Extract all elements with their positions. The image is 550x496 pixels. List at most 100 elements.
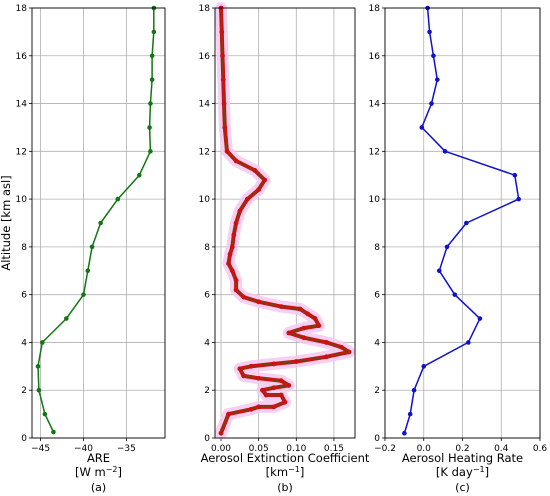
data-point bbox=[237, 366, 243, 372]
data-point bbox=[229, 268, 235, 274]
data-point bbox=[286, 330, 292, 336]
data-point bbox=[293, 359, 299, 364]
xtick-label: 0.05 bbox=[249, 444, 269, 454]
data-point bbox=[233, 158, 239, 164]
xtick-label: −45 bbox=[31, 444, 50, 454]
data-point bbox=[263, 392, 269, 398]
data-point bbox=[419, 125, 425, 130]
data-point bbox=[305, 311, 310, 317]
data-point bbox=[244, 196, 250, 202]
data-point bbox=[421, 364, 427, 369]
data-point bbox=[147, 125, 152, 130]
data-point bbox=[248, 406, 254, 412]
ytick-label: 8 bbox=[374, 243, 380, 253]
data-point bbox=[278, 378, 284, 384]
data-point bbox=[256, 299, 262, 305]
data-point bbox=[256, 404, 262, 410]
data-point bbox=[256, 187, 262, 192]
ytick-label: 0 bbox=[374, 434, 380, 444]
data-point bbox=[218, 430, 224, 436]
ytick-label: 12 bbox=[199, 147, 210, 157]
data-point bbox=[89, 244, 95, 250]
data-point bbox=[51, 429, 56, 435]
data-point bbox=[248, 363, 254, 369]
ytick-label: 8 bbox=[204, 243, 210, 253]
data-point bbox=[339, 344, 344, 350]
data-point bbox=[301, 335, 307, 341]
ytick-label: 14 bbox=[16, 100, 28, 110]
data-point bbox=[435, 77, 440, 82]
data-point bbox=[323, 340, 329, 345]
data-point bbox=[149, 77, 155, 82]
data-point bbox=[81, 292, 86, 297]
yaxis-label: Altitude [km asl] bbox=[0, 175, 13, 270]
ytick-label: 16 bbox=[16, 52, 28, 62]
data-point bbox=[36, 387, 42, 393]
panel-a: 0 2 4 6 8 10 12 14 16 18 −45 −40 −35 ARE[W m−2] (a) Alt… bbox=[0, 4, 166, 494]
data-point bbox=[316, 323, 322, 329]
data-point bbox=[477, 316, 483, 321]
data-point bbox=[436, 268, 442, 274]
data-point bbox=[224, 148, 230, 154]
xtick-label: 0.00 bbox=[211, 444, 231, 454]
data-point bbox=[516, 196, 521, 202]
ytick-label: 6 bbox=[204, 291, 210, 301]
xtick-label: 0.2 bbox=[455, 444, 469, 454]
data-point bbox=[442, 149, 448, 154]
data-point bbox=[233, 220, 239, 226]
xaxis-label: Aerosol Heating Rate bbox=[402, 451, 523, 465]
data-point bbox=[407, 411, 413, 417]
data-point bbox=[301, 325, 307, 331]
xaxis-label: Aerosol Extinction Coefficient bbox=[201, 451, 370, 465]
data-point bbox=[271, 361, 277, 367]
data-point bbox=[233, 277, 239, 283]
ytick-label: 0 bbox=[21, 434, 27, 444]
data-point bbox=[297, 306, 303, 312]
data-point bbox=[466, 340, 471, 345]
data-point bbox=[219, 29, 225, 35]
data-point bbox=[229, 244, 235, 250]
data-point bbox=[35, 364, 41, 369]
ytick-label: 16 bbox=[199, 52, 211, 62]
xtick-label: −40 bbox=[74, 444, 93, 454]
xtick-label: 0.10 bbox=[286, 444, 306, 454]
ytick-label: 2 bbox=[204, 386, 210, 396]
data-point bbox=[323, 354, 329, 360]
data-point bbox=[64, 316, 69, 321]
data-point bbox=[151, 29, 157, 35]
data-point bbox=[148, 149, 153, 154]
data-point bbox=[312, 316, 318, 321]
xtick-label: 0.0 bbox=[417, 444, 432, 454]
ytick-label: 10 bbox=[199, 195, 211, 205]
data-point bbox=[278, 304, 284, 310]
data-point bbox=[148, 101, 153, 106]
xaxis-unit: [W m−2] bbox=[75, 465, 122, 479]
ytick-label: 14 bbox=[369, 100, 381, 110]
data-point bbox=[136, 172, 142, 178]
data-point bbox=[464, 220, 469, 226]
data-point bbox=[233, 287, 239, 293]
data-point bbox=[115, 196, 121, 202]
ytick-label: 18 bbox=[16, 4, 28, 14]
ytick-label: 12 bbox=[369, 147, 380, 157]
xaxis-label: ARE bbox=[87, 451, 110, 465]
ytick-label: 6 bbox=[374, 291, 380, 301]
data-point bbox=[39, 340, 45, 345]
data-point bbox=[346, 349, 352, 355]
data-point bbox=[237, 208, 243, 214]
data-point bbox=[222, 125, 228, 130]
data-point bbox=[221, 101, 227, 106]
data-point bbox=[402, 430, 407, 436]
data-point bbox=[256, 375, 262, 381]
series-line bbox=[37, 8, 155, 433]
xaxis-unit: [km−1] bbox=[266, 465, 305, 479]
data-point bbox=[431, 53, 436, 59]
data-point bbox=[271, 404, 277, 410]
ytick-label: 14 bbox=[199, 100, 211, 110]
data-point bbox=[286, 383, 292, 388]
panel-c: 0 2 4 6 8 10 12 14 16 18 −0.2 0.0 0.2 0.4 0.6 Aerosol H… bbox=[369, 4, 548, 494]
data-point bbox=[231, 232, 237, 238]
ytick-label: 4 bbox=[374, 338, 380, 348]
panel-label: (a) bbox=[91, 481, 106, 494]
